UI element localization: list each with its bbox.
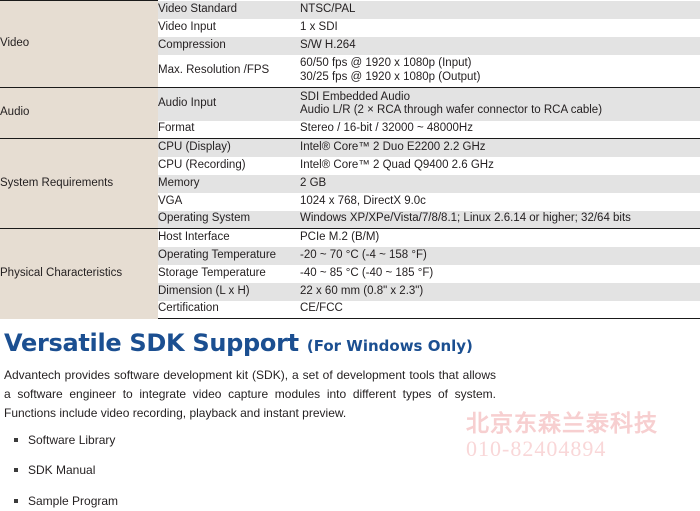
spec-name: CPU (Display)	[158, 138, 300, 157]
specification-table: Video Video Standard NTSC/PAL Video Input 1 …	[0, 0, 700, 319]
spec-row: CPU (Recording) Intel® Core™ 2 Quad Q9400…	[0, 156, 700, 175]
spec-value-line: 2 GB	[300, 176, 327, 189]
spec-name: VGA	[158, 192, 300, 211]
list-item-label: Sample Program	[28, 493, 119, 508]
spec-category-system-requirements: System Requirements	[0, 138, 158, 229]
spec-value-line: -20 ~ 70 °C (-4 ~ 158 °F)	[300, 248, 427, 261]
spec-row: System Requirements CPU (Display) Intel® C…	[0, 138, 700, 229]
spec-value-line: S/W H.264	[300, 38, 356, 51]
spec-value-line: Stereo / 16-bit / 32000 ~ 48000Hz	[300, 122, 473, 135]
spec-category-physical-characteristics: Physical Characteristics	[0, 228, 158, 319]
spec-value-line: Intel® Core™ 2 Duo E2200 2.2 GHz	[300, 140, 486, 153]
spec-value-line: -40 ~ 85 °C (-40 ~ 185 °F)	[300, 266, 434, 279]
spec-name: Max. Resolution /FPS	[158, 54, 300, 88]
list-item: SDK Manual	[4, 464, 700, 477]
spec-row: Memory 2 GB	[0, 174, 700, 193]
spec-category-video: Video	[0, 0, 158, 88]
spec-name: Certification	[158, 300, 300, 319]
spec-row: Dimension (L x H) 22 x 60 mm (0.8" x 2.3"…	[0, 282, 700, 301]
spec-value: SDI Embedded Audio Audio L/R (2 × RCA thr…	[300, 87, 700, 121]
spec-row: Storage Temperature -40 ~ 85 °C (-40 ~ 18…	[0, 264, 700, 283]
sdk-feature-list: Software Library SDK Manual Sample Program	[4, 434, 700, 508]
sdk-support-section: Versatile SDK Support (For Windows Only)…	[0, 330, 700, 508]
spec-value-line: 22 x 60 mm (0.8" x 2.3")	[300, 284, 424, 297]
spec-value: -40 ~ 85 °C (-40 ~ 185 °F)	[300, 264, 700, 283]
spec-value-line: PCIe M.2 (B/M)	[300, 230, 380, 243]
spec-value: S/W H.264	[300, 36, 700, 55]
spec-name: Operating Temperature	[158, 246, 300, 265]
square-bullet-icon	[14, 498, 18, 503]
list-item-label: Software Library	[28, 433, 116, 448]
spec-name: Audio Input	[158, 87, 300, 121]
spec-value: Windows XP/XPe/Vista/7/8/8.1; Linux 2.6.…	[300, 210, 700, 229]
spec-value: 2 GB	[300, 174, 700, 193]
spec-name: CPU (Recording)	[158, 156, 300, 175]
spec-value-line: Intel® Core™ 2 Quad Q9400 2.6 GHz	[300, 158, 494, 171]
spec-row: Operating Temperature -20 ~ 70 °C (-4 ~ 1…	[0, 246, 700, 265]
list-item-label: SDK Manual	[28, 463, 96, 478]
spec-row: Compression S/W H.264	[0, 36, 700, 55]
spec-row: Video Video Standard NTSC/PAL	[0, 0, 700, 88]
spec-value-line: 30/25 fps @ 1920 x 1080p (Output)	[300, 70, 481, 83]
spec-name: Video Standard	[158, 0, 300, 19]
spec-value: 1024 x 768, DirectX 9.0c	[300, 192, 700, 211]
spec-value: 22 x 60 mm (0.8" x 2.3")	[300, 282, 700, 301]
spec-value-line: Audio L/R (2 × RCA through wafer connect…	[300, 104, 603, 117]
spec-name: Host Interface	[158, 228, 300, 247]
spec-category-audio: Audio	[0, 87, 158, 139]
spec-name: Format	[158, 120, 300, 139]
spec-value: CE/FCC	[300, 300, 700, 319]
spec-row: VGA 1024 x 768, DirectX 9.0c	[0, 192, 700, 211]
spec-row: Certification CE/FCC	[0, 300, 700, 319]
spec-value: PCIe M.2 (B/M)	[300, 228, 700, 247]
specification-table-body: Video Video Standard NTSC/PAL Video Input 1 …	[0, 0, 700, 319]
square-bullet-icon	[14, 468, 18, 473]
sdk-heading-main: Versatile SDK Support	[4, 329, 299, 357]
spec-value: Stereo / 16-bit / 32000 ~ 48000Hz	[300, 120, 700, 139]
spec-row: Audio Audio Input SDI Embedded Audio Audio …	[0, 87, 700, 139]
spec-name: Memory	[158, 174, 300, 193]
sdk-heading: Versatile SDK Support (For Windows Only)	[4, 330, 700, 356]
sdk-description-paragraph: Advantech provides software development …	[4, 368, 496, 420]
spec-value-line: SDI Embedded Audio	[300, 90, 410, 103]
spec-row: Operating System Windows XP/XPe/Vista/7/8…	[0, 210, 700, 229]
spec-value: -20 ~ 70 °C (-4 ~ 158 °F)	[300, 246, 700, 265]
spec-row: Physical Characteristics Host Interface PC…	[0, 228, 700, 319]
spec-name: Video Input	[158, 18, 300, 37]
spec-name: Dimension (L x H)	[158, 282, 300, 301]
list-item: Software Library	[4, 434, 700, 447]
spec-name: Storage Temperature	[158, 264, 300, 283]
spec-value-line: 1 x SDI	[300, 20, 338, 33]
spec-value: 60/50 fps @ 1920 x 1080p (Input) 30/25 fp…	[300, 54, 700, 88]
list-item: Sample Program	[4, 493, 700, 508]
spec-value: 1 x SDI	[300, 18, 700, 37]
spec-value-line: NTSC/PAL	[300, 2, 356, 15]
spec-row: Format Stereo / 16-bit / 32000 ~ 48000Hz	[0, 120, 700, 139]
spec-value-line: Windows XP/XPe/Vista/7/8/8.1; Linux 2.6.…	[300, 212, 631, 225]
spec-name: Operating System	[158, 210, 300, 229]
spec-value-line: CE/FCC	[300, 302, 343, 315]
sdk-heading-sub: (For Windows Only)	[306, 337, 473, 355]
spec-value: Intel® Core™ 2 Duo E2200 2.2 GHz	[300, 138, 700, 157]
spec-value: NTSC/PAL	[300, 0, 700, 19]
spec-value-line: 60/50 fps @ 1920 x 1080p (Input)	[300, 57, 472, 70]
spec-name: Compression	[158, 36, 300, 55]
spec-row: Max. Resolution /FPS 60/50 fps @ 1920 x 1…	[0, 54, 700, 88]
spec-value: Intel® Core™ 2 Quad Q9400 2.6 GHz	[300, 156, 700, 175]
square-bullet-icon	[14, 438, 18, 443]
spec-row: Video Input 1 x SDI	[0, 18, 700, 37]
spec-value-line: 1024 x 768, DirectX 9.0c	[300, 194, 426, 207]
